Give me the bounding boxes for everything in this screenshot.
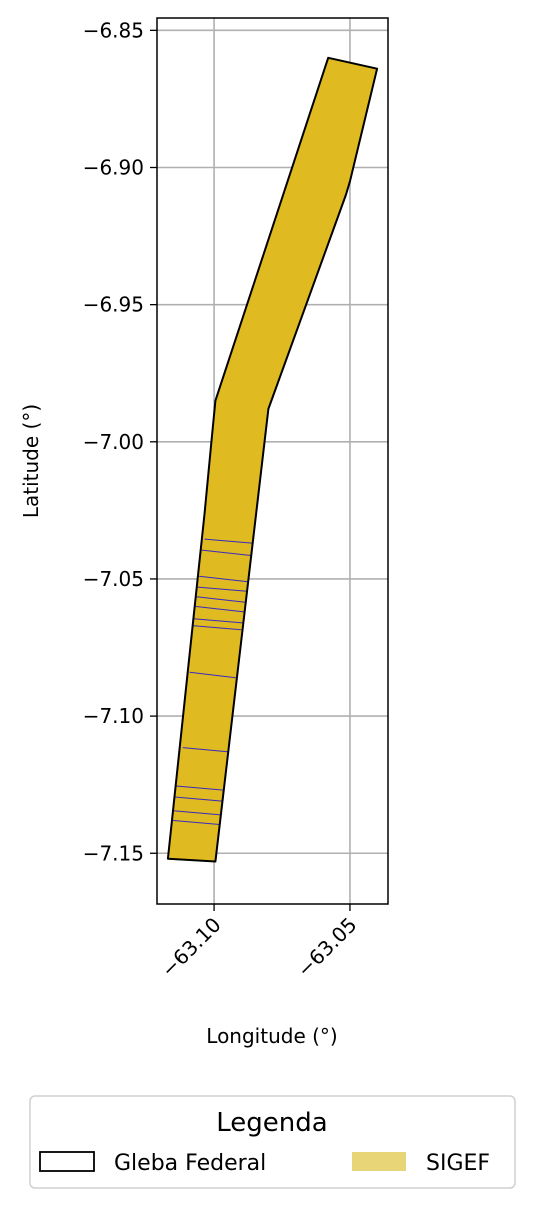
legend-title: Legenda — [216, 1108, 327, 1138]
legend: Legenda Gleba Federal SIGEF — [29, 1095, 516, 1189]
map-shapes — [166, 56, 379, 863]
y-axis-title: Latitude (°) — [19, 404, 43, 518]
legend-swatch-sigef — [352, 1152, 406, 1171]
sigef-parcel-boundary-12 — [173, 810, 221, 816]
sigef-parcel-boundary-10 — [175, 785, 224, 791]
sigef-parcel-boundary-8 — [189, 671, 236, 679]
y-tick-label-3: −7.00 — [83, 430, 144, 454]
sigef-parcel-boundary-1 — [201, 549, 253, 557]
sigef-parcel-boundary-4 — [196, 596, 246, 603]
sigef-parcel-boundary-5 — [194, 605, 245, 613]
sigef-area — [167, 57, 378, 862]
sigef-parcel-boundary-13 — [171, 819, 220, 825]
y-tick-label-4: −7.05 — [83, 567, 144, 591]
legend-swatch-gleba-federal — [39, 1151, 95, 1172]
sigef-parcel-boundary-0 — [204, 538, 254, 544]
sigef-parcel-boundary-7 — [192, 625, 242, 631]
sigef-parcel-boundary-2 — [199, 575, 249, 583]
y-tick-label-0: −6.85 — [83, 18, 144, 42]
y-tick-label-2: −6.95 — [83, 293, 144, 317]
sigef-parcel-boundary-3 — [197, 586, 247, 592]
gleba-federal-boundary — [166, 56, 379, 863]
y-tick-label-5: −7.10 — [83, 704, 144, 728]
sigef-parcel-boundary-11 — [174, 796, 223, 802]
sigef-parcel-boundary-6 — [193, 618, 243, 624]
y-tick-label-6: −7.15 — [83, 841, 144, 865]
y-axis-ticks: −6.85 −6.90 −6.95 −7.00 −7.05 −7.10 −7.15 — [83, 18, 157, 865]
x-axis-title: Longitude (°) — [206, 1024, 337, 1048]
legend-label-sigef: SIGEF — [426, 1151, 490, 1176]
legend-label-gleba-federal: Gleba Federal — [114, 1151, 266, 1176]
y-tick-label-1: −6.90 — [83, 155, 144, 179]
plot-frame — [156, 17, 389, 905]
sigef-parcel-boundary-9 — [182, 747, 228, 753]
